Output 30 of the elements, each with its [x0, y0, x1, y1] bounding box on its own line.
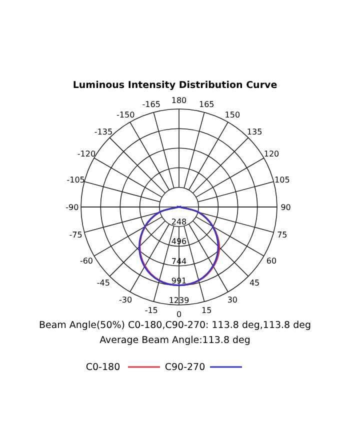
spoke-label: -165 [142, 100, 160, 109]
spoke-label: 15 [202, 306, 212, 316]
chart-title: Luminous Intensity Distribution Curve [72, 80, 278, 91]
spoke-label: 75 [277, 230, 288, 240]
spoke-label: -90 [66, 203, 79, 212]
spoke-label: 0 [176, 310, 182, 319]
spoke-label: -135 [94, 127, 113, 136]
spoke-label: -105 [66, 175, 85, 184]
spoke-label: 180 [171, 96, 187, 106]
spoke-label: 60 [266, 256, 277, 266]
text: Average Beam Angle:113.8 deg [100, 335, 250, 346]
spoke-label: 150 [224, 110, 240, 120]
spoke-label: 45 [249, 278, 260, 288]
spoke-label: -30 [119, 296, 132, 305]
spoke-label: -45 [96, 278, 110, 288]
spoke-label: 105 [274, 175, 290, 184]
legend-label: C0-180 [86, 362, 120, 373]
spoke-label: 165 [199, 100, 214, 109]
legend-label: C90-270 [164, 362, 206, 373]
spoke-label: -75 [69, 230, 82, 240]
spoke-label: -15 [144, 306, 158, 316]
spoke-label: 135 [246, 127, 262, 136]
y-tick-label: 248 [171, 218, 187, 227]
spoke-label: 120 [264, 150, 280, 159]
spoke-label: -150 [116, 110, 135, 120]
spoke-label: 90 [280, 203, 291, 212]
spoke-label: -120 [77, 150, 96, 159]
text: Beam Angle(50%) C0-180,C90-270: 113.8 deg,113.8 deg [38, 320, 312, 331]
spoke-label: 30 [227, 296, 238, 305]
spoke-label: -60 [80, 256, 94, 266]
